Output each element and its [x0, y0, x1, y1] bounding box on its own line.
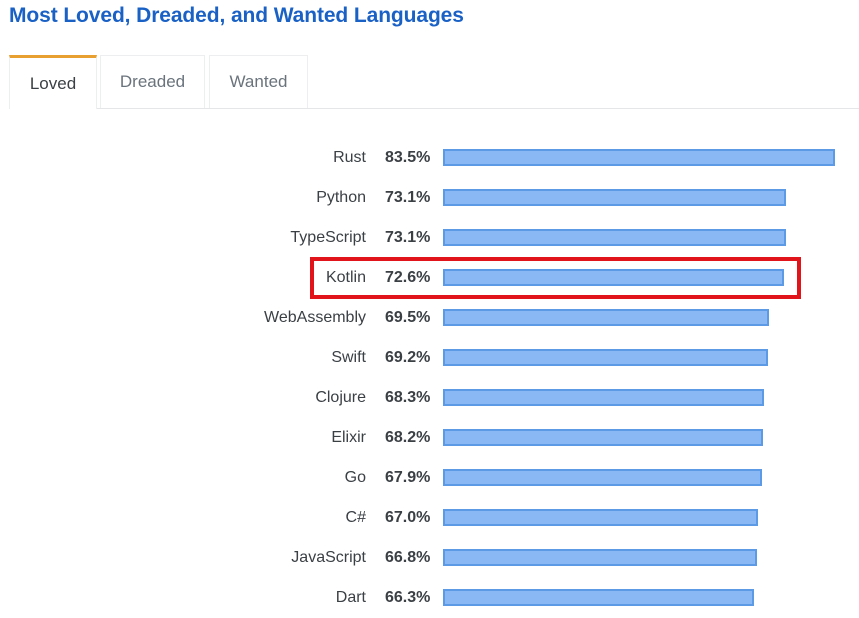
percent-value: 69.2%: [385, 349, 431, 366]
bar: [443, 309, 769, 326]
page-title: Most Loved, Dreaded, and Wanted Language…: [9, 4, 464, 27]
bar: [443, 269, 784, 286]
language-label: Kotlin: [325, 269, 366, 286]
bar: [443, 229, 786, 246]
percent-value: 73.1%: [385, 229, 431, 246]
language-label: Rust: [333, 149, 366, 166]
tab-dreaded[interactable]: Dreaded: [100, 55, 205, 108]
percent-value: 67.9%: [385, 469, 431, 486]
chart-row: Kotlin 72.6%: [0, 258, 859, 298]
language-label: Elixir: [331, 429, 366, 446]
percent-value: 69.5%: [385, 309, 431, 326]
chart-row: Elixir 68.2%: [0, 418, 859, 458]
chart-row: Swift 69.2%: [0, 338, 859, 378]
percent-value: 66.3%: [385, 589, 431, 606]
chart-row: JavaScript 66.8%: [0, 538, 859, 578]
bar: [443, 469, 762, 486]
bar: [443, 389, 764, 406]
percent-value: 72.6%: [385, 269, 431, 286]
language-label: C#: [345, 509, 366, 526]
bar: [443, 349, 768, 366]
chart-row: WebAssembly 69.5%: [0, 298, 859, 338]
bar: [443, 189, 786, 206]
tab-bar: Loved Dreaded Wanted: [9, 55, 859, 109]
bar: [443, 149, 835, 166]
chart-row: Go 67.9%: [0, 458, 859, 498]
tab-loved[interactable]: Loved: [9, 55, 97, 109]
percent-value: 68.3%: [385, 389, 431, 406]
language-label: Swift: [331, 349, 366, 366]
percent-value: 68.2%: [385, 429, 431, 446]
bar: [443, 509, 758, 526]
language-label: Python: [316, 189, 366, 206]
percent-value: 66.8%: [385, 549, 431, 566]
chart-row: Dart 66.3%: [0, 578, 859, 618]
percent-value: 73.1%: [385, 189, 431, 206]
chart-row: Python 73.1%: [0, 178, 859, 218]
chart-row: Clojure 68.3%: [0, 378, 859, 418]
bar: [443, 549, 757, 566]
percent-value: 67.0%: [385, 509, 431, 526]
language-label: Clojure: [315, 389, 366, 406]
language-label: Go: [344, 469, 366, 486]
bar: [443, 429, 763, 446]
language-label: JavaScript: [291, 549, 366, 566]
language-label: TypeScript: [290, 229, 366, 246]
language-label: WebAssembly: [264, 309, 366, 326]
chart-row: Rust 83.5%: [0, 138, 859, 178]
language-label: Dart: [335, 589, 366, 606]
chart-row: C# 67.0%: [0, 498, 859, 538]
percent-value: 83.5%: [385, 149, 431, 166]
chart-row: TypeScript 73.1%: [0, 218, 859, 258]
tab-wanted[interactable]: Wanted: [209, 55, 308, 108]
bar: [443, 589, 754, 606]
